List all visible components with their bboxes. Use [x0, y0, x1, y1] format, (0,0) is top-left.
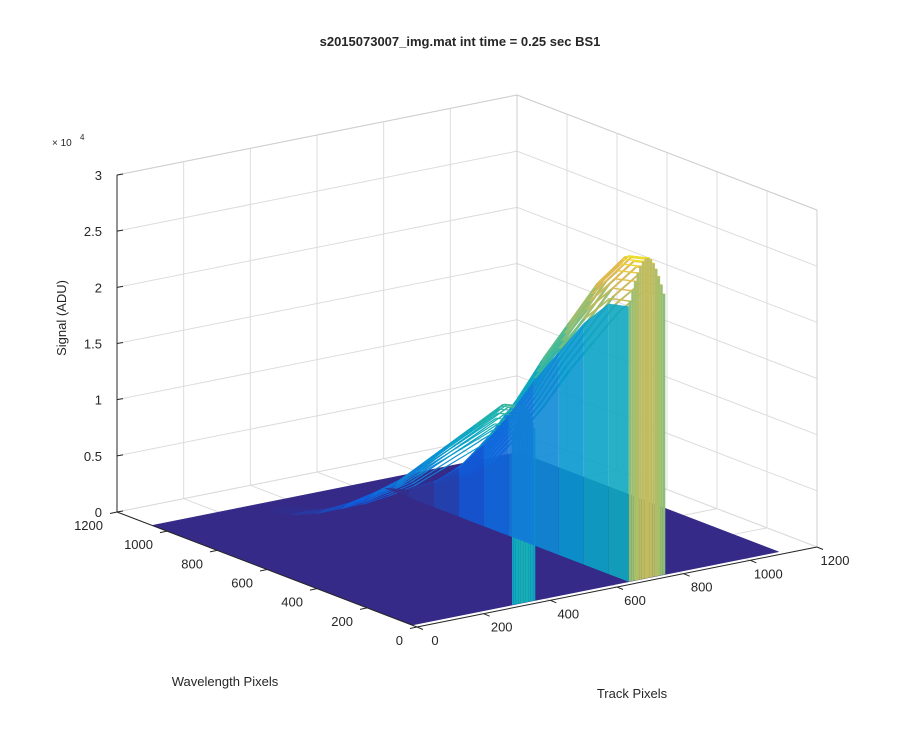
y-tick-label: 1000 [124, 537, 153, 552]
surface-side-2 [508, 381, 534, 546]
x-tick [750, 559, 757, 564]
surface-side-2 [583, 303, 609, 575]
x-tick [816, 546, 824, 550]
x-axis-label: Track Pixels [597, 686, 668, 701]
surface-side-2 [533, 352, 559, 555]
z-exponent-label: × 10 4 [52, 133, 85, 149]
surface-cliff-2 [636, 272, 640, 581]
x-tick-label: 200 [491, 620, 513, 635]
surface-side-2 [483, 415, 509, 536]
surface-side-2 [608, 303, 629, 582]
surface-side-2 [408, 482, 434, 507]
y-tick [159, 530, 168, 534]
grid-line [116, 375, 518, 457]
y-axis-label: Wavelength Pixels [172, 674, 279, 689]
x-tick-label: 1200 [821, 553, 850, 568]
surface-side-2 [383, 487, 409, 498]
axes-walls [116, 94, 818, 628]
z-tick-label: 1.5 [84, 337, 102, 352]
y-tick [259, 569, 268, 572]
z-tick-label: 1 [95, 393, 102, 408]
y-tick-label: 0 [396, 633, 403, 648]
surface-patch-2 [624, 255, 648, 260]
z-tick [116, 229, 124, 232]
x-tick-label: 800 [691, 580, 713, 595]
surface-cliff-2 [662, 294, 666, 575]
surface-cliff-2 [631, 290, 634, 582]
surface-plot [151, 255, 780, 626]
surface-cliff-2 [628, 300, 632, 582]
surface-patch-2 [613, 278, 637, 282]
surface-cliff-2 [660, 284, 663, 576]
surface-cliff-2 [652, 263, 655, 577]
grid-line [116, 206, 518, 288]
y-tick [409, 626, 418, 629]
surface-side-2 [433, 468, 459, 517]
y-tick [359, 607, 368, 610]
x-tick-label: 0 [431, 633, 438, 648]
chart-title: s2015073007_img.mat int time = 0.25 sec … [320, 34, 601, 49]
surface-cliff-2 [654, 269, 658, 577]
z-tick-label: 3 [95, 168, 102, 183]
surface-patch-2 [608, 297, 632, 302]
grid-line [116, 150, 518, 232]
surface-cliff-2 [644, 258, 647, 579]
z-tick [116, 173, 124, 176]
z-exponent-power: 4 [80, 133, 85, 142]
z-axis-label: Signal (ADU) [54, 280, 69, 356]
x-tick [683, 573, 690, 577]
y-tick-label: 800 [181, 556, 203, 571]
grid-line [516, 206, 818, 323]
y-tick-label: 600 [231, 576, 253, 591]
surface-patch-2 [619, 263, 642, 267]
surface-patch-2 [621, 258, 645, 262]
y-tick-label: 400 [281, 595, 303, 610]
x-tick-label: 600 [624, 593, 646, 608]
z-tick-label: 0.5 [84, 449, 102, 464]
y-tick-label: 200 [331, 614, 353, 629]
surface-cliff-2 [649, 259, 653, 578]
x-tick-label: 400 [557, 606, 579, 621]
surface-side-2 [458, 444, 484, 527]
surface-side-2 [558, 323, 584, 565]
z-tick [116, 342, 124, 344]
x-tick [416, 626, 424, 630]
grid-line [116, 263, 518, 344]
grid-line [516, 150, 818, 267]
z-tick [116, 454, 124, 457]
z-tick-label: 0 [95, 505, 102, 520]
surface-cliff-2 [641, 261, 645, 580]
x-tick-label: 1000 [754, 566, 783, 581]
x-tick [483, 613, 490, 617]
surface-cliff-2 [639, 265, 642, 580]
surface-cliff-2 [647, 257, 650, 579]
x-tick [616, 586, 624, 590]
y-tick [109, 511, 118, 514]
z-exponent-base: × 10 [52, 138, 72, 149]
z-tick [116, 285, 124, 288]
box-edge [116, 94, 518, 176]
y-tick-label: 1200 [74, 518, 103, 533]
z-tick [116, 510, 124, 513]
axis-ticks: 0200400600800100012000200400600800100012… [74, 168, 849, 648]
y-tick [209, 549, 218, 553]
z-tick [116, 398, 124, 401]
y-tick [309, 588, 318, 591]
z-tick-label: 2.5 [84, 224, 102, 239]
surface-cliff-2 [657, 276, 661, 576]
box-edge [516, 94, 818, 211]
surface-cliff-2 [633, 281, 637, 581]
grid-line [116, 319, 518, 401]
surface-patch-2 [611, 287, 634, 292]
grid-line [516, 263, 818, 379]
x-tick [550, 599, 557, 604]
z-tick-label: 2 [95, 280, 102, 295]
